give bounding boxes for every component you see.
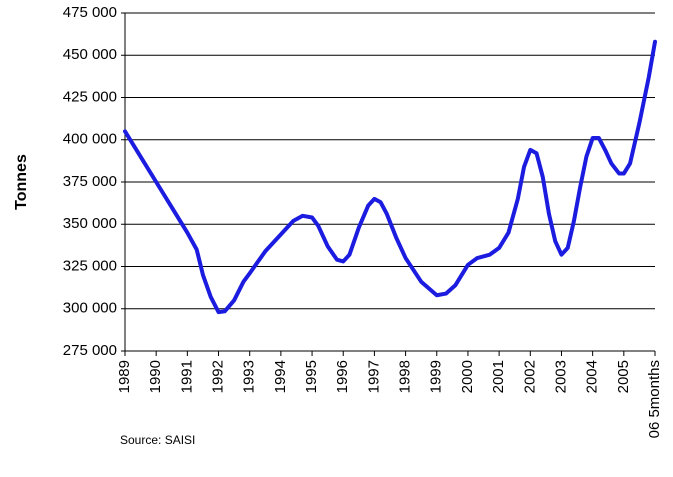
x-tick-label: 1996 — [334, 360, 351, 393]
x-tick-label: 1992 — [209, 360, 226, 393]
x-tick-label: 1989 — [116, 360, 133, 393]
y-tick-label: 325 000 — [63, 257, 117, 274]
y-tick-label: 275 000 — [63, 342, 117, 359]
x-tick-label: 2000 — [459, 360, 476, 393]
y-tick-label: 425 000 — [63, 88, 117, 105]
x-tick-label: 1998 — [397, 360, 414, 393]
data-line — [123, 39, 657, 315]
x-tick-label: 1993 — [241, 360, 258, 393]
y-tick-label: 450 000 — [63, 46, 117, 63]
y-tick-label: 300 000 — [63, 300, 117, 317]
y-tick-label: 400 000 — [63, 131, 117, 148]
source-note: Source: SAISI — [120, 433, 195, 447]
x-tick-label: 06 5months — [646, 360, 663, 438]
x-tick-label: 2003 — [552, 360, 569, 393]
x-tick-label: 1991 — [178, 360, 195, 393]
y-tick-label: 475 000 — [63, 4, 117, 21]
x-tick-label: 2002 — [521, 360, 538, 393]
x-tick-label: 2004 — [584, 360, 601, 393]
x-tick-label: 1990 — [147, 360, 164, 393]
y-axis-label: Tonnes — [13, 154, 30, 210]
x-tick-label: 1994 — [272, 360, 289, 393]
x-tick-label: 2005 — [615, 360, 632, 393]
y-tick-label: 375 000 — [63, 173, 117, 190]
x-tick-label: 1995 — [303, 360, 320, 393]
x-tick-label: 1997 — [365, 360, 382, 393]
y-tick-label: 350 000 — [63, 215, 117, 232]
x-tick-label: 2001 — [490, 360, 507, 393]
x-tick-label: 1999 — [428, 360, 445, 393]
